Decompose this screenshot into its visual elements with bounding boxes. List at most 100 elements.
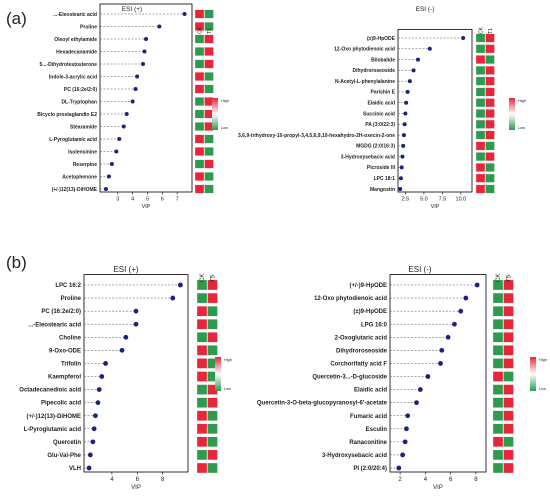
heat-tile: [196, 345, 208, 356]
heat-tile: [485, 184, 495, 194]
heat-tile: [196, 332, 208, 343]
heat-tile: [492, 462, 504, 474]
heat-tile: [492, 332, 504, 343]
heat-tile: [204, 22, 214, 31]
heat-tile: [475, 130, 486, 140]
x-tick-label: 3: [116, 197, 119, 203]
heat-tile: [194, 122, 205, 131]
heat-tile: [475, 173, 486, 183]
heat-tile: [503, 332, 514, 343]
chart-title: ESI (-): [416, 6, 435, 13]
tile-header: CK: [496, 274, 502, 282]
heat-tile: [503, 384, 514, 395]
heat-tile: [475, 55, 486, 64]
row-label: Indole-3-acrylic acid: [49, 74, 97, 80]
tile-header: T1: [488, 28, 494, 34]
legend-bar: [212, 98, 218, 130]
chart-title: ESI (+): [113, 265, 138, 274]
row-label: PC (16:2e/2:0): [64, 87, 97, 93]
vip-dot: [414, 400, 419, 406]
heat-tile: [485, 33, 495, 43]
vip-dot: [401, 133, 406, 138]
row-label: Mangostin: [370, 187, 395, 193]
vip-dot: [439, 347, 445, 353]
row-label: Esculin: [366, 427, 388, 433]
row-label: 9-Oxo-ODE: [49, 348, 81, 354]
vip-dot: [438, 361, 443, 366]
row-label: ...-Eleostearic acid: [28, 322, 81, 328]
vip-dot: [400, 452, 406, 458]
vip-dot: [130, 99, 135, 104]
chart-panel-4: ESI (-) (+/-)9-HpODE 12-Oxo phytodienoic a…: [257, 265, 547, 491]
legend-high-label: High: [221, 99, 229, 103]
row-label: Quercetin: [53, 440, 81, 446]
heat-tile: [196, 462, 208, 474]
heat-tile: [503, 410, 514, 421]
vip-dot: [400, 154, 405, 159]
heat-tile: [204, 59, 214, 69]
heat-tile: [492, 371, 504, 382]
vip-dot: [106, 174, 111, 179]
row-label: Corchorifatty acid F: [330, 362, 387, 368]
row-label: Stearamide: [70, 124, 97, 130]
legend-bar: [215, 357, 221, 391]
vip-dot: [398, 187, 403, 191]
heat-tile: [492, 449, 504, 461]
row-label: PA (3:0/22:3): [365, 122, 395, 128]
heat-tile: [475, 44, 486, 54]
vip-dot: [133, 321, 139, 327]
heat-tile: [196, 292, 208, 304]
tile-header: CK: [198, 26, 204, 34]
heat-tile: [485, 152, 495, 162]
vip-dot: [398, 176, 403, 181]
heat-tile: [485, 98, 495, 108]
chart-panel-2: ESI (-) (±)9-HpODE 12-Oxo phytodienoic aci…: [238, 6, 526, 210]
legend-bar: [509, 98, 515, 130]
vip-dot: [91, 426, 97, 432]
row-label: Isolensinine: [68, 149, 97, 155]
row-label: ...-Eleostearic acid: [53, 12, 97, 18]
vip-dot: [403, 111, 408, 116]
heat-tile: [194, 72, 205, 81]
vip-dot: [399, 165, 404, 170]
heat-tile: [196, 436, 208, 448]
chart-panel-3: ESI (+) LPC 16:2 Proline PC (16:2e/2:0) ...-…: [19, 265, 232, 491]
heat-tile: [475, 98, 486, 108]
vip-dot: [114, 149, 119, 154]
heat-tile: [204, 147, 214, 156]
x-tick-label: 6: [136, 477, 140, 483]
row-label: LPG 16:0: [361, 322, 388, 328]
row-label: Bicyclo prostaglandin E2: [37, 112, 97, 118]
row-label: PI (2:0/20:4): [353, 466, 387, 472]
row-label: DL-Tryptophan: [61, 99, 97, 105]
row-label: 3-Hydroxysebacic acid: [322, 453, 387, 459]
row-label: Elaidic acid: [354, 388, 387, 394]
vip-dot: [109, 162, 114, 166]
heat-tile: [207, 292, 218, 304]
vip-dot: [427, 46, 432, 51]
heat-tile: [194, 47, 205, 56]
row-label: (+/-)12(13)-DiHOME: [26, 414, 81, 420]
heat-tile: [485, 65, 495, 75]
row-label: 2-Oxoglutaric acid: [335, 335, 388, 341]
vip-dot: [445, 334, 451, 340]
heat-tile: [207, 319, 218, 330]
heat-tile: [194, 159, 205, 169]
heat-tile: [196, 319, 208, 330]
vip-dot: [96, 387, 102, 392]
heat-tile: [485, 55, 495, 64]
row-label: LPC 16:2: [55, 283, 81, 289]
heat-tile: [485, 163, 495, 172]
chart-title: ESI (+): [122, 6, 142, 13]
vip-dot: [396, 465, 402, 471]
row-label: Fumaric acid: [350, 414, 387, 420]
heat-tile: [475, 141, 486, 151]
heat-tile: [207, 462, 218, 474]
panel-label-b: (b): [6, 253, 27, 272]
x-tick-label: 7: [176, 197, 179, 203]
row-label: (±)9-HpODE: [367, 36, 396, 42]
heat-tile: [475, 109, 486, 118]
vip-dot: [417, 387, 423, 392]
heat-tile: [492, 279, 504, 291]
